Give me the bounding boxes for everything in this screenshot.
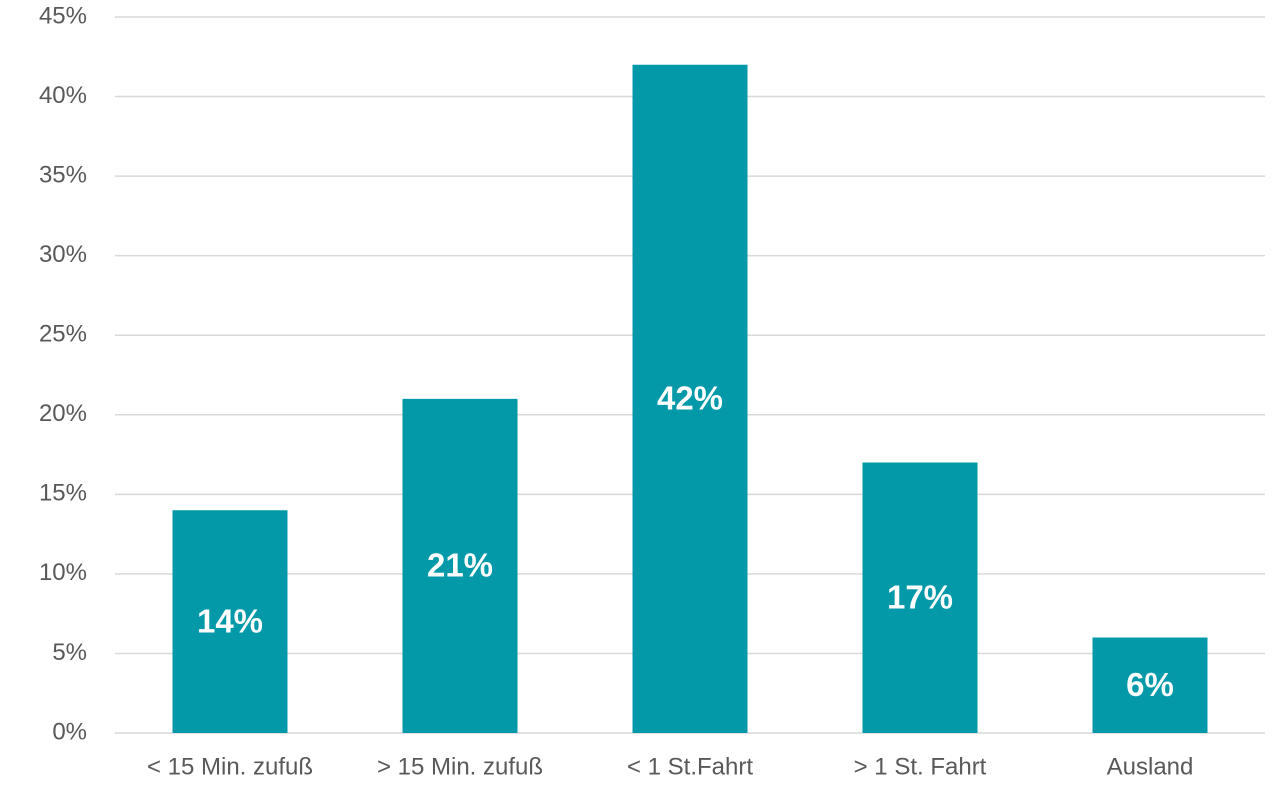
x-tick-label: > 15 Min. zufuß [377, 753, 543, 780]
bar [632, 64, 748, 733]
value-label: 17% [887, 578, 953, 615]
y-tick-label: 25% [39, 321, 87, 348]
bar [402, 398, 518, 733]
y-tick-label: 15% [39, 480, 87, 507]
y-tick-label: 35% [39, 161, 87, 188]
y-tick-label: 5% [52, 639, 87, 666]
y-tick-label: 20% [39, 400, 87, 427]
y-tick-label: 30% [39, 241, 87, 268]
value-label: 42% [657, 380, 723, 417]
y-tick-label: 40% [39, 82, 87, 109]
x-tick-label: Ausland [1107, 753, 1194, 780]
x-tick-label: < 15 Min. zufuß [147, 753, 313, 780]
bar [862, 462, 978, 733]
value-label: 21% [427, 547, 493, 584]
bar [172, 510, 288, 733]
x-tick-label: > 1 St. Fahrt [854, 753, 987, 780]
bar [1092, 637, 1208, 733]
value-label: 6% [1126, 666, 1174, 703]
x-tick-label: < 1 St.Fahrt [627, 753, 753, 780]
value-label: 14% [197, 602, 263, 639]
y-tick-label: 0% [52, 718, 87, 745]
y-tick-label: 45% [39, 2, 87, 29]
y-tick-label: 10% [39, 559, 87, 586]
